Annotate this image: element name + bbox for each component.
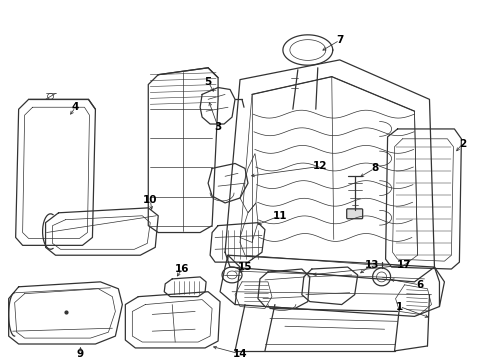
Text: 17: 17 bbox=[397, 260, 412, 270]
FancyBboxPatch shape bbox=[347, 209, 363, 219]
Text: 7: 7 bbox=[336, 35, 343, 45]
Text: 1: 1 bbox=[396, 302, 403, 311]
Text: 5: 5 bbox=[204, 77, 212, 87]
Text: 9: 9 bbox=[77, 349, 84, 359]
Text: 6: 6 bbox=[416, 280, 423, 290]
Text: 2: 2 bbox=[459, 139, 466, 149]
Text: 8: 8 bbox=[371, 163, 378, 174]
Text: 12: 12 bbox=[313, 161, 327, 171]
Text: 16: 16 bbox=[175, 264, 190, 274]
Text: 13: 13 bbox=[365, 260, 379, 270]
Text: 4: 4 bbox=[72, 102, 79, 112]
Text: 15: 15 bbox=[238, 262, 252, 272]
Text: 14: 14 bbox=[233, 349, 247, 359]
Text: 10: 10 bbox=[143, 195, 157, 205]
Text: 3: 3 bbox=[215, 122, 221, 132]
Text: 11: 11 bbox=[272, 211, 287, 221]
